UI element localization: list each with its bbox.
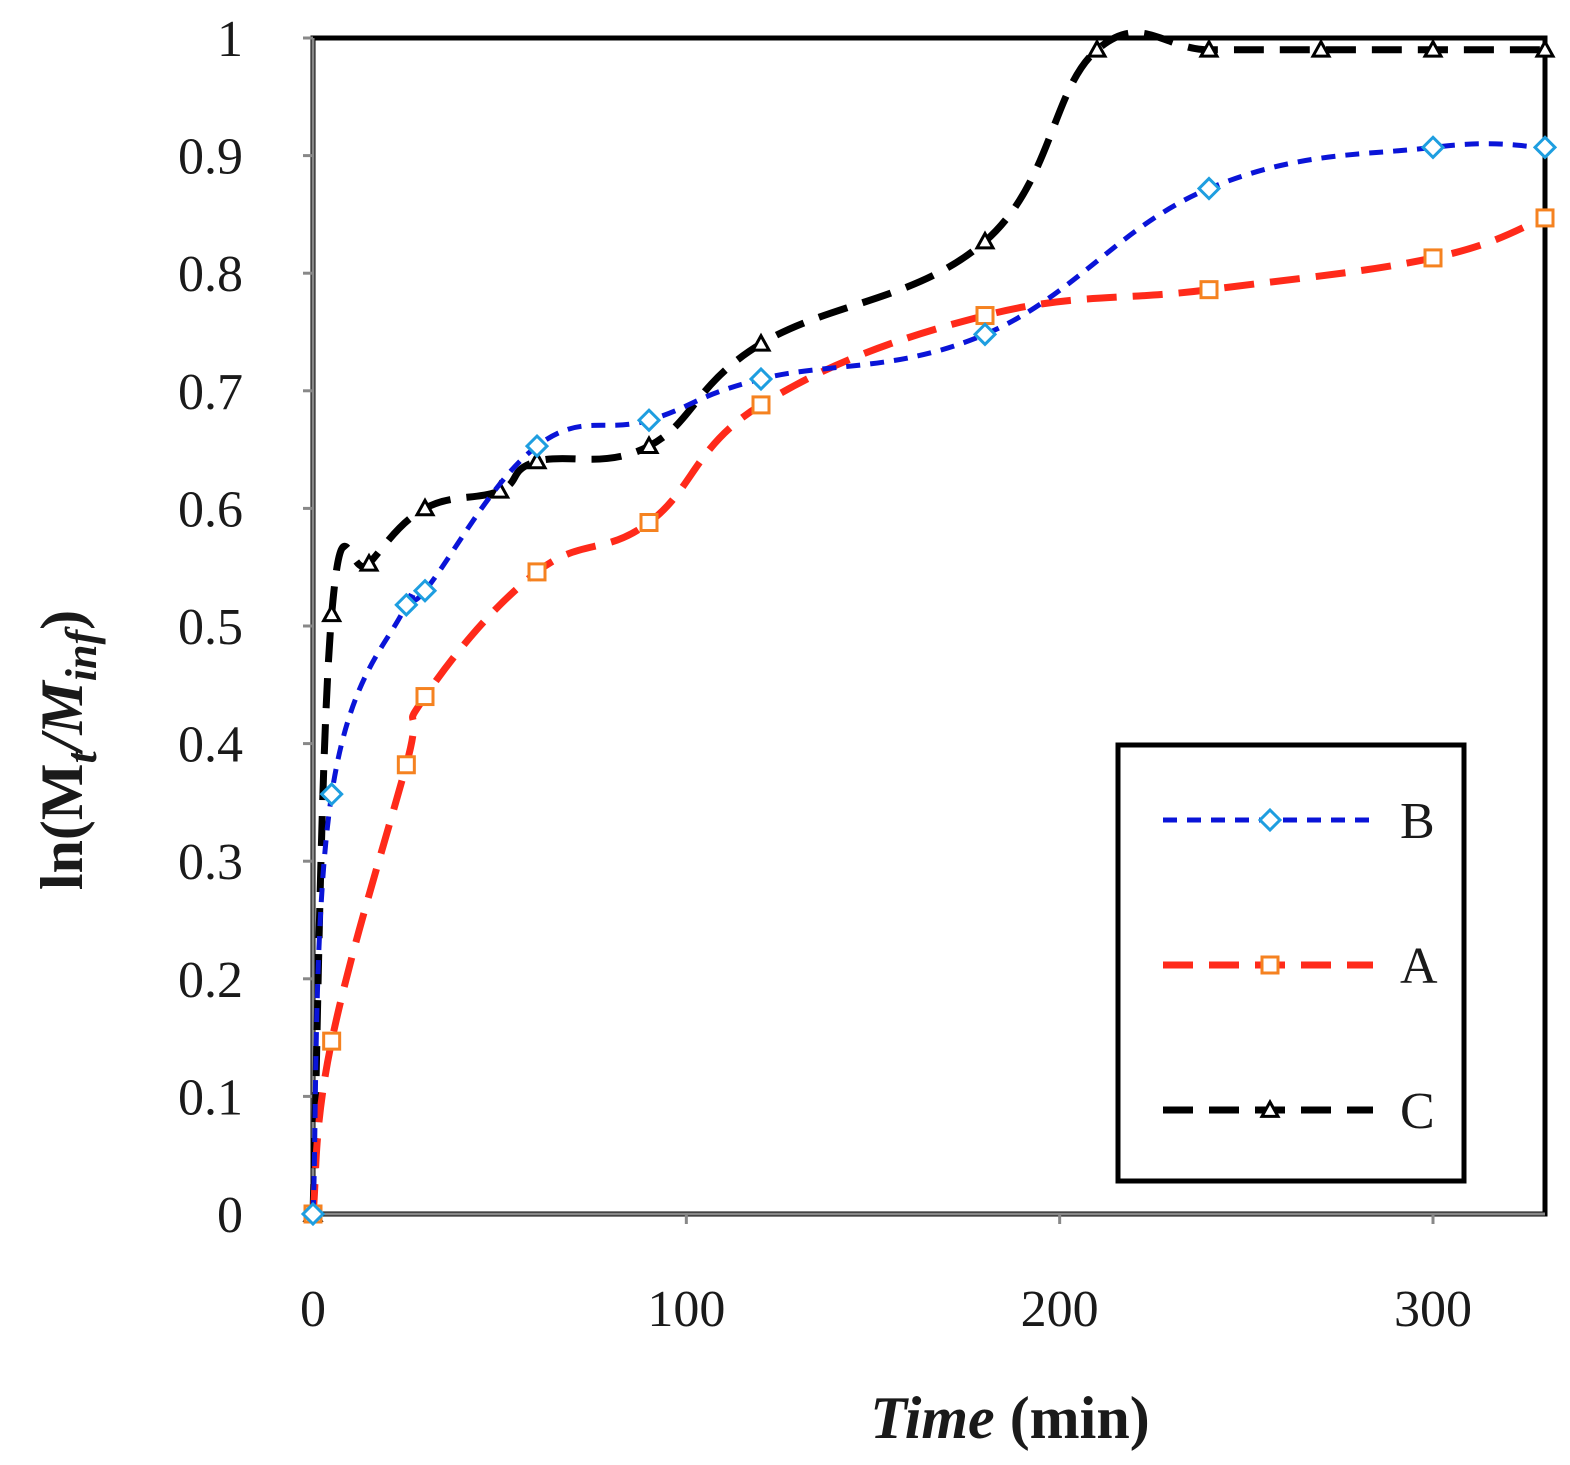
x-axis-title: Time (min) — [870, 1385, 1149, 1451]
legend-marker-A — [1260, 955, 1280, 975]
y-tick-label: 0.1 — [178, 1069, 243, 1126]
series-B — [300, 135, 1558, 1227]
data-point-B — [748, 366, 774, 392]
data-point-B — [319, 782, 344, 807]
legend-label-C: C — [1400, 1083, 1435, 1140]
data-point-C — [414, 497, 436, 517]
data-point-A — [1535, 208, 1555, 228]
y-tick-label: 0.6 — [178, 481, 243, 538]
legend-label-B: B — [1400, 793, 1435, 850]
x-tick-label: 0 — [300, 1281, 326, 1338]
data-point-B — [1532, 135, 1558, 160]
data-point-B — [524, 433, 550, 459]
y-axis-title: ln(Mt/Minf) — [29, 610, 106, 890]
data-point-C — [321, 603, 343, 623]
data-point-C — [1422, 38, 1444, 58]
y-axis-title-part3: ) — [29, 610, 95, 630]
y-tick-label: 0.9 — [178, 129, 243, 186]
data-point-B — [394, 592, 419, 617]
y-axis-title-part2: /M — [29, 679, 95, 756]
data-point-A — [415, 687, 435, 707]
x-axis-title-unit: (min) — [995, 1385, 1150, 1451]
data-point-B — [412, 578, 438, 603]
series-line-C — [309, 29, 1545, 1215]
data-point-C — [1534, 38, 1556, 58]
y-axis-title-sub1: t — [57, 749, 106, 763]
y-tick-label: 0.8 — [178, 246, 243, 303]
x-axis-ticks: 0 100 200 300 — [300, 1214, 1472, 1338]
x-tick-label: 100 — [647, 1281, 725, 1338]
legend-item-C: C — [1163, 1083, 1435, 1140]
data-point-A — [396, 755, 416, 775]
data-point-A — [322, 1031, 342, 1051]
y-tick-label: 0.5 — [178, 599, 243, 656]
data-point-A — [527, 562, 547, 582]
data-point-A — [639, 513, 659, 533]
y-tick-label: 0.4 — [178, 717, 243, 774]
legend-item-B: B — [1163, 793, 1435, 850]
series-C — [302, 29, 1556, 1222]
data-point-C — [974, 230, 996, 250]
legend: B A C — [1163, 793, 1438, 1140]
x-tick-label: 200 — [1021, 1281, 1099, 1338]
data-point-C — [1086, 38, 1108, 58]
data-point-A — [975, 306, 995, 326]
data-point-C — [1310, 38, 1332, 58]
data-point-B — [1420, 135, 1446, 160]
data-point-C — [526, 450, 548, 470]
y-axis-title-part1: ln(M — [29, 763, 95, 890]
data-point-B — [1196, 176, 1222, 201]
series-layer — [300, 29, 1558, 1227]
data-point-C — [750, 332, 772, 352]
data-point-B — [972, 322, 998, 347]
y-tick-label: 0.7 — [178, 364, 243, 421]
y-tick-label: 1 — [217, 11, 243, 68]
data-point-B — [300, 1201, 326, 1227]
data-point-B — [636, 408, 662, 433]
data-point-C — [1198, 38, 1220, 58]
legend-label-A: A — [1400, 938, 1438, 995]
y-tick-label: 0.3 — [178, 834, 243, 891]
y-tick-label: 0 — [217, 1187, 243, 1244]
x-axis-title-italic: Time — [870, 1385, 994, 1451]
y-axis-title-sub2: inf — [57, 626, 106, 682]
data-point-A — [751, 395, 771, 415]
legend-item-A: A — [1163, 938, 1438, 995]
y-tick-label: 0.2 — [178, 952, 243, 1009]
data-point-A — [1199, 280, 1219, 300]
x-tick-label: 300 — [1394, 1281, 1472, 1338]
data-point-A — [1423, 248, 1443, 268]
data-point-C — [358, 552, 380, 572]
y-axis-ticks: 0 0.1 0.2 0.3 0.4 0.5 0.6 0.7 0.8 0.9 1 — [178, 11, 313, 1244]
data-point-C — [638, 434, 660, 454]
legend-marker-B — [1257, 807, 1283, 833]
legend-marker-C — [1259, 1098, 1281, 1118]
